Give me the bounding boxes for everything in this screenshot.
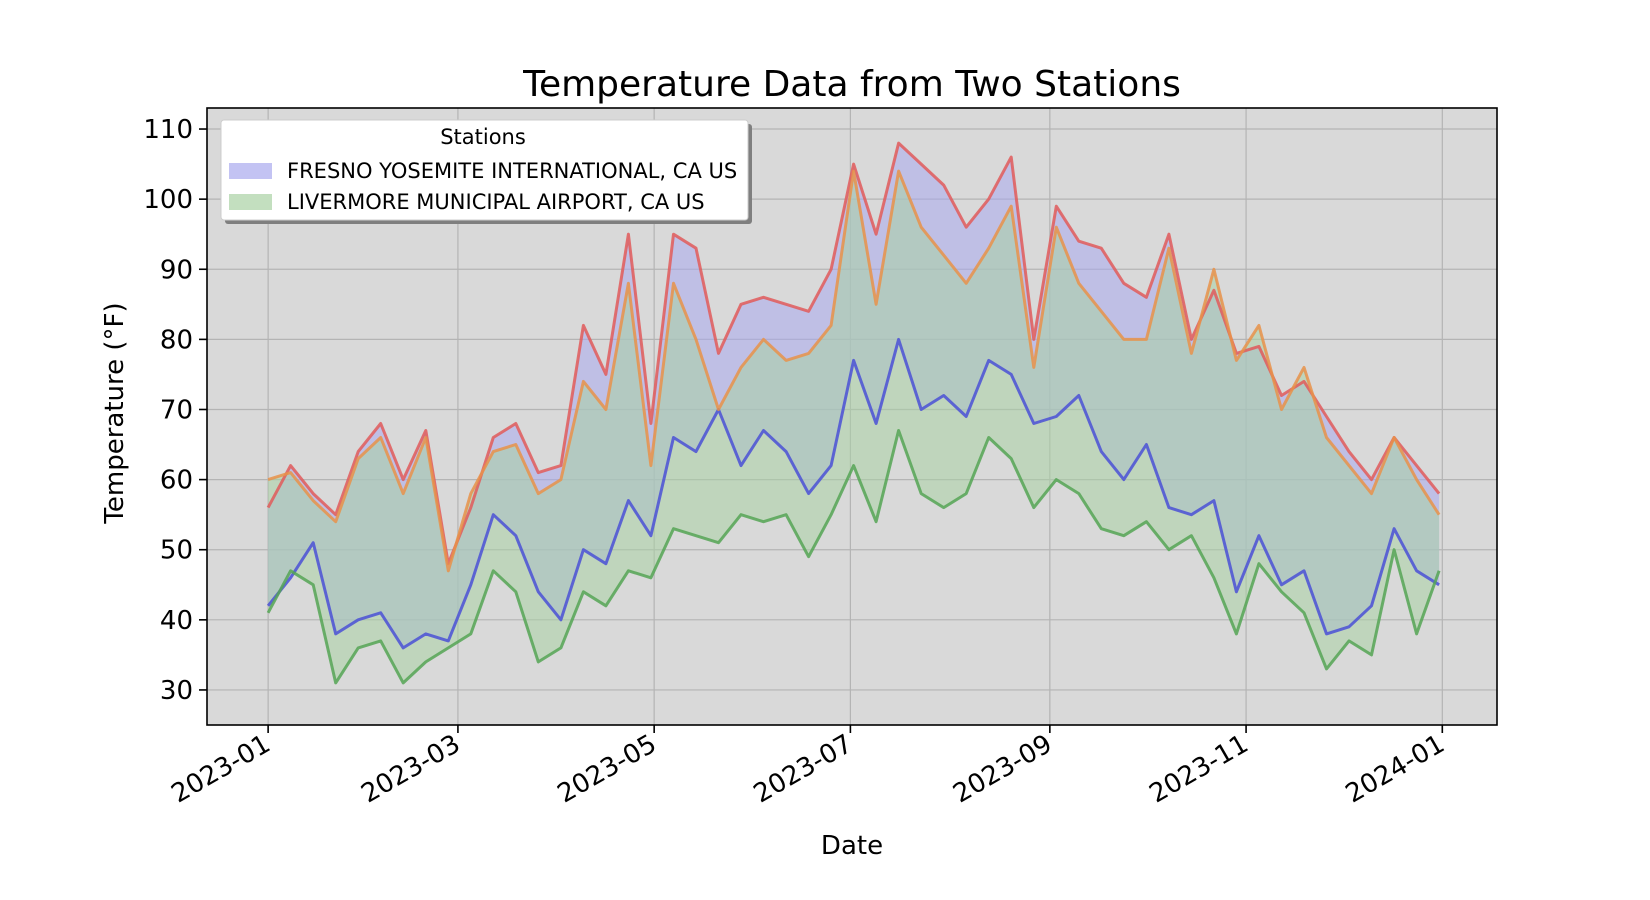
y-tick-label: 60: [160, 466, 193, 496]
legend-title: Stations: [440, 125, 526, 149]
y-tick-label: 90: [160, 255, 193, 285]
legend-swatch-2: [229, 194, 272, 210]
y-tick-label: 50: [160, 536, 193, 566]
x-tick-label: 2023-05: [553, 729, 662, 809]
x-tick-label: 2024-01: [1341, 729, 1450, 809]
tmax-line-series-2: [267, 169, 1441, 573]
y-tick-label: 70: [160, 395, 193, 425]
legend-entry-1: FRESNO YOSEMITE INTERNATIONAL, CA US: [287, 159, 737, 183]
legend-box: [220, 119, 749, 221]
y-tick-label: 110: [143, 115, 193, 145]
y-tick-label: 80: [160, 325, 193, 355]
x-tick-label: 2023-03: [356, 729, 465, 809]
y-tick-label: 40: [160, 606, 193, 636]
x-tick-label: 2023-09: [948, 729, 1057, 809]
legend: Stations FRESNO YOSEMITE INTERNATIONAL, C…: [220, 119, 752, 224]
tmin-line-series-1: [266, 337, 1440, 650]
range-area-series-2: [268, 171, 1440, 683]
y-tick-label: 30: [160, 676, 193, 706]
x-tick-label: 2023-01: [167, 729, 276, 809]
y-axis-label: Temperature (°F): [100, 302, 130, 524]
chart-title: Temperature Data from Two Stations: [522, 64, 1181, 105]
tmin-line-series-2: [266, 429, 1441, 685]
y-tick-label: 100: [143, 185, 193, 215]
x-tick-label: 2023-11: [1144, 729, 1253, 809]
x-axis-label: Date: [821, 831, 883, 861]
legend-swatch-1: [229, 163, 272, 179]
x-tick-label: 2023-07: [749, 729, 858, 809]
legend-entry-2: LIVERMORE MUNICIPAL AIRPORT, CA US: [287, 190, 705, 214]
plot-frame: [206, 107, 1498, 726]
